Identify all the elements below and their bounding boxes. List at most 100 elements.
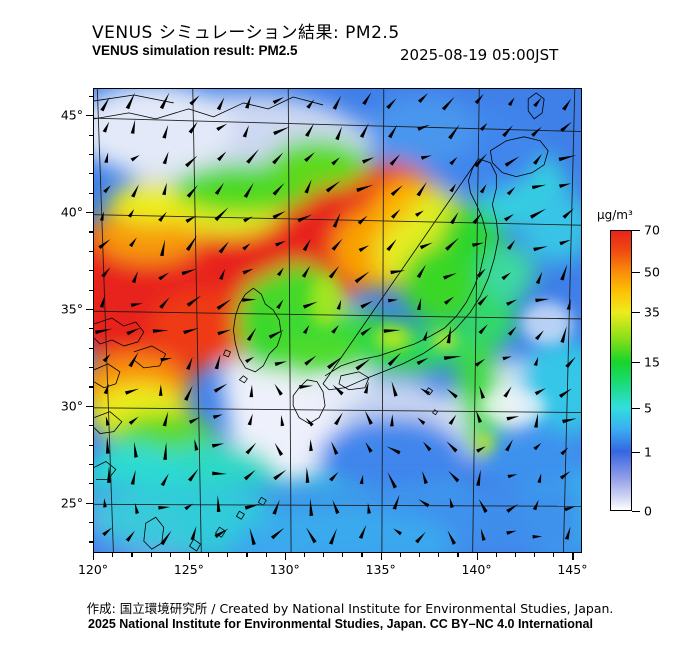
- wind-arrow: [415, 211, 424, 217]
- wind-arrow: [95, 329, 113, 335]
- wind-arrow: [187, 295, 202, 306]
- wind-arrow: [160, 530, 171, 545]
- x-axis-major-tick: [381, 553, 382, 560]
- y-axis-minor-tick: [89, 135, 93, 136]
- wind-arrow: [305, 123, 314, 137]
- wind-arrow: [331, 441, 338, 455]
- y-axis-minor-tick: [89, 386, 93, 387]
- wind-arrow: [214, 383, 228, 392]
- y-axis-minor-tick: [89, 193, 93, 194]
- wind-arrow: [564, 507, 575, 512]
- wind-arrow: [508, 97, 515, 106]
- colorbar-tick: [632, 452, 640, 453]
- wind-arrow: [335, 126, 342, 140]
- wind-arrow: [273, 127, 290, 135]
- wind-arrow: [505, 439, 513, 451]
- x-axis-minor-tick: [553, 553, 554, 557]
- y-axis-minor-tick: [89, 425, 93, 426]
- wind-arrow: [161, 473, 169, 486]
- wind-arrow: [273, 211, 286, 219]
- wind-arrow: [126, 92, 135, 109]
- y-axis-minor-tick: [89, 483, 93, 484]
- wind-arrow: [184, 386, 193, 401]
- wind-arrow: [104, 384, 109, 394]
- wind-arrow: [182, 269, 197, 275]
- wind-arrow: [476, 446, 486, 452]
- wind-arrow: [392, 381, 398, 397]
- wind-arrow: [125, 389, 139, 395]
- wind-arrow: [393, 528, 402, 535]
- x-axis-minor-tick: [246, 553, 247, 557]
- wind-arrow: [275, 443, 283, 456]
- wind-arrow: [472, 213, 481, 224]
- wind-arrow: [244, 183, 254, 198]
- wind-arrow: [417, 358, 429, 365]
- x-axis-major-tick: [572, 553, 573, 560]
- wind-arrow: [355, 359, 370, 371]
- colorbar-tick-label: 15: [644, 354, 660, 369]
- wind-arrow: [388, 125, 397, 139]
- wind-arrow: [503, 386, 511, 397]
- map-plot-area[interactable]: [93, 88, 582, 553]
- colorbar[interactable]: [610, 230, 632, 511]
- wind-arrow: [158, 506, 170, 510]
- x-axis-minor-tick: [496, 553, 497, 557]
- wind-arrow: [559, 155, 577, 161]
- wind-arrow: [506, 531, 517, 535]
- wind-arrow: [215, 207, 229, 221]
- wind-arrow: [128, 352, 138, 367]
- wind-arrow: [333, 385, 344, 396]
- wind-arrow: [186, 357, 192, 370]
- wind-vector-overlay: [94, 89, 581, 552]
- y-axis-minor-tick: [89, 541, 93, 542]
- wind-arrow: [101, 267, 110, 277]
- wind-arrow: [281, 415, 285, 426]
- x-axis-minor-tick: [438, 553, 439, 557]
- x-axis-minor-tick: [400, 553, 401, 557]
- wind-arrow: [126, 531, 135, 542]
- wind-arrow: [331, 325, 339, 334]
- wind-arrow: [365, 442, 372, 453]
- wind-arrow: [501, 272, 510, 280]
- wind-arrow: [131, 184, 139, 197]
- wind-arrow: [303, 239, 311, 251]
- wind-arrow: [423, 442, 431, 452]
- wind-arrow: [100, 97, 109, 112]
- x-axis-major-tick: [189, 553, 190, 560]
- wind-arrow: [391, 185, 403, 196]
- wind-arrow: [507, 474, 517, 478]
- y-axis-minor-tick: [89, 445, 93, 446]
- wind-arrow: [304, 152, 315, 162]
- wind-arrow: [242, 269, 253, 275]
- wind-arrow: [329, 472, 338, 482]
- wind-arrow: [100, 294, 105, 307]
- wind-arrow: [507, 187, 515, 195]
- wind-arrow: [506, 416, 519, 420]
- y-axis-label: 40°: [49, 205, 83, 220]
- wind-arrow: [249, 384, 253, 397]
- y-axis-minor-tick: [89, 173, 93, 174]
- wind-arrow: [560, 264, 567, 280]
- wind-arrow: [417, 264, 426, 278]
- wind-arrow: [275, 361, 287, 366]
- y-axis-minor-tick: [89, 522, 93, 523]
- wind-arrow: [106, 437, 110, 454]
- wind-arrow: [420, 243, 433, 250]
- wind-arrow: [158, 272, 169, 280]
- page-title-english: VENUS simulation result: PM2.5: [92, 43, 298, 58]
- colorbar-gradient: [610, 230, 632, 511]
- wind-arrow: [447, 389, 458, 399]
- wind-arrow: [163, 442, 167, 460]
- wind-arrow: [390, 270, 405, 274]
- wind-arrow: [359, 525, 366, 539]
- wind-arrow: [160, 358, 172, 362]
- wind-arrow: [362, 157, 374, 163]
- credit-line-2: 2025 National Institute for Environmenta…: [88, 617, 593, 631]
- wind-arrow: [416, 182, 426, 197]
- y-axis-minor-tick: [89, 96, 93, 97]
- wind-arrow: [129, 237, 137, 247]
- wind-arrow: [562, 418, 577, 423]
- wind-arrow: [212, 443, 224, 447]
- wind-arrow: [530, 209, 546, 219]
- wind-arrow: [302, 266, 310, 278]
